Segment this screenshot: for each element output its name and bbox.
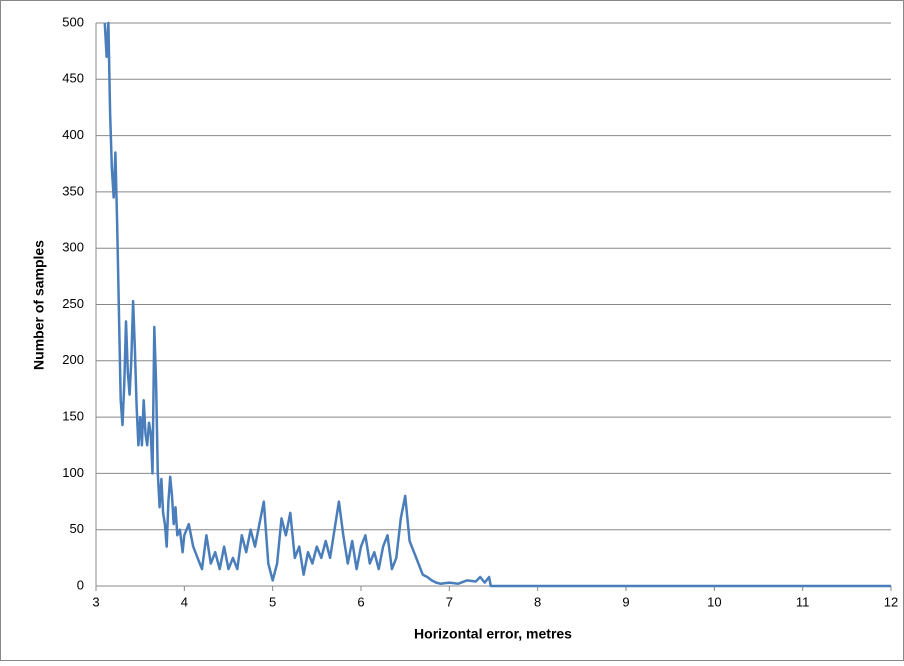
x-tick-label: 9 <box>622 594 629 609</box>
x-tick-label: 11 <box>796 594 810 609</box>
x-tick-label: 6 <box>357 594 364 609</box>
data-line <box>103 21 891 588</box>
x-tick-label: 3 <box>92 594 99 609</box>
x-tick-label: 8 <box>534 594 541 609</box>
x-tick-label: 7 <box>446 594 453 609</box>
x-axis-label: Horizontal error, metres <box>414 626 572 642</box>
y-tick-label: 350 <box>62 183 84 198</box>
y-axis-label: Number of samples <box>31 240 47 370</box>
x-tick-label: 10 <box>707 594 721 609</box>
y-tick-label: 500 <box>62 14 84 29</box>
y-tick-label: 250 <box>62 296 84 311</box>
y-tick-label: 100 <box>62 465 84 480</box>
y-tick-label: 450 <box>62 71 84 86</box>
y-tick-label: 150 <box>62 409 84 424</box>
x-tick-label: 5 <box>269 594 276 609</box>
y-tick-label: 300 <box>62 240 84 255</box>
y-tick-label: 0 <box>77 577 84 592</box>
y-tick-label: 400 <box>62 127 84 142</box>
y-tick-label: 50 <box>70 521 84 536</box>
x-tick-label: 4 <box>181 594 188 609</box>
x-tick-label: 12 <box>884 594 898 609</box>
y-tick-label: 200 <box>62 352 84 367</box>
